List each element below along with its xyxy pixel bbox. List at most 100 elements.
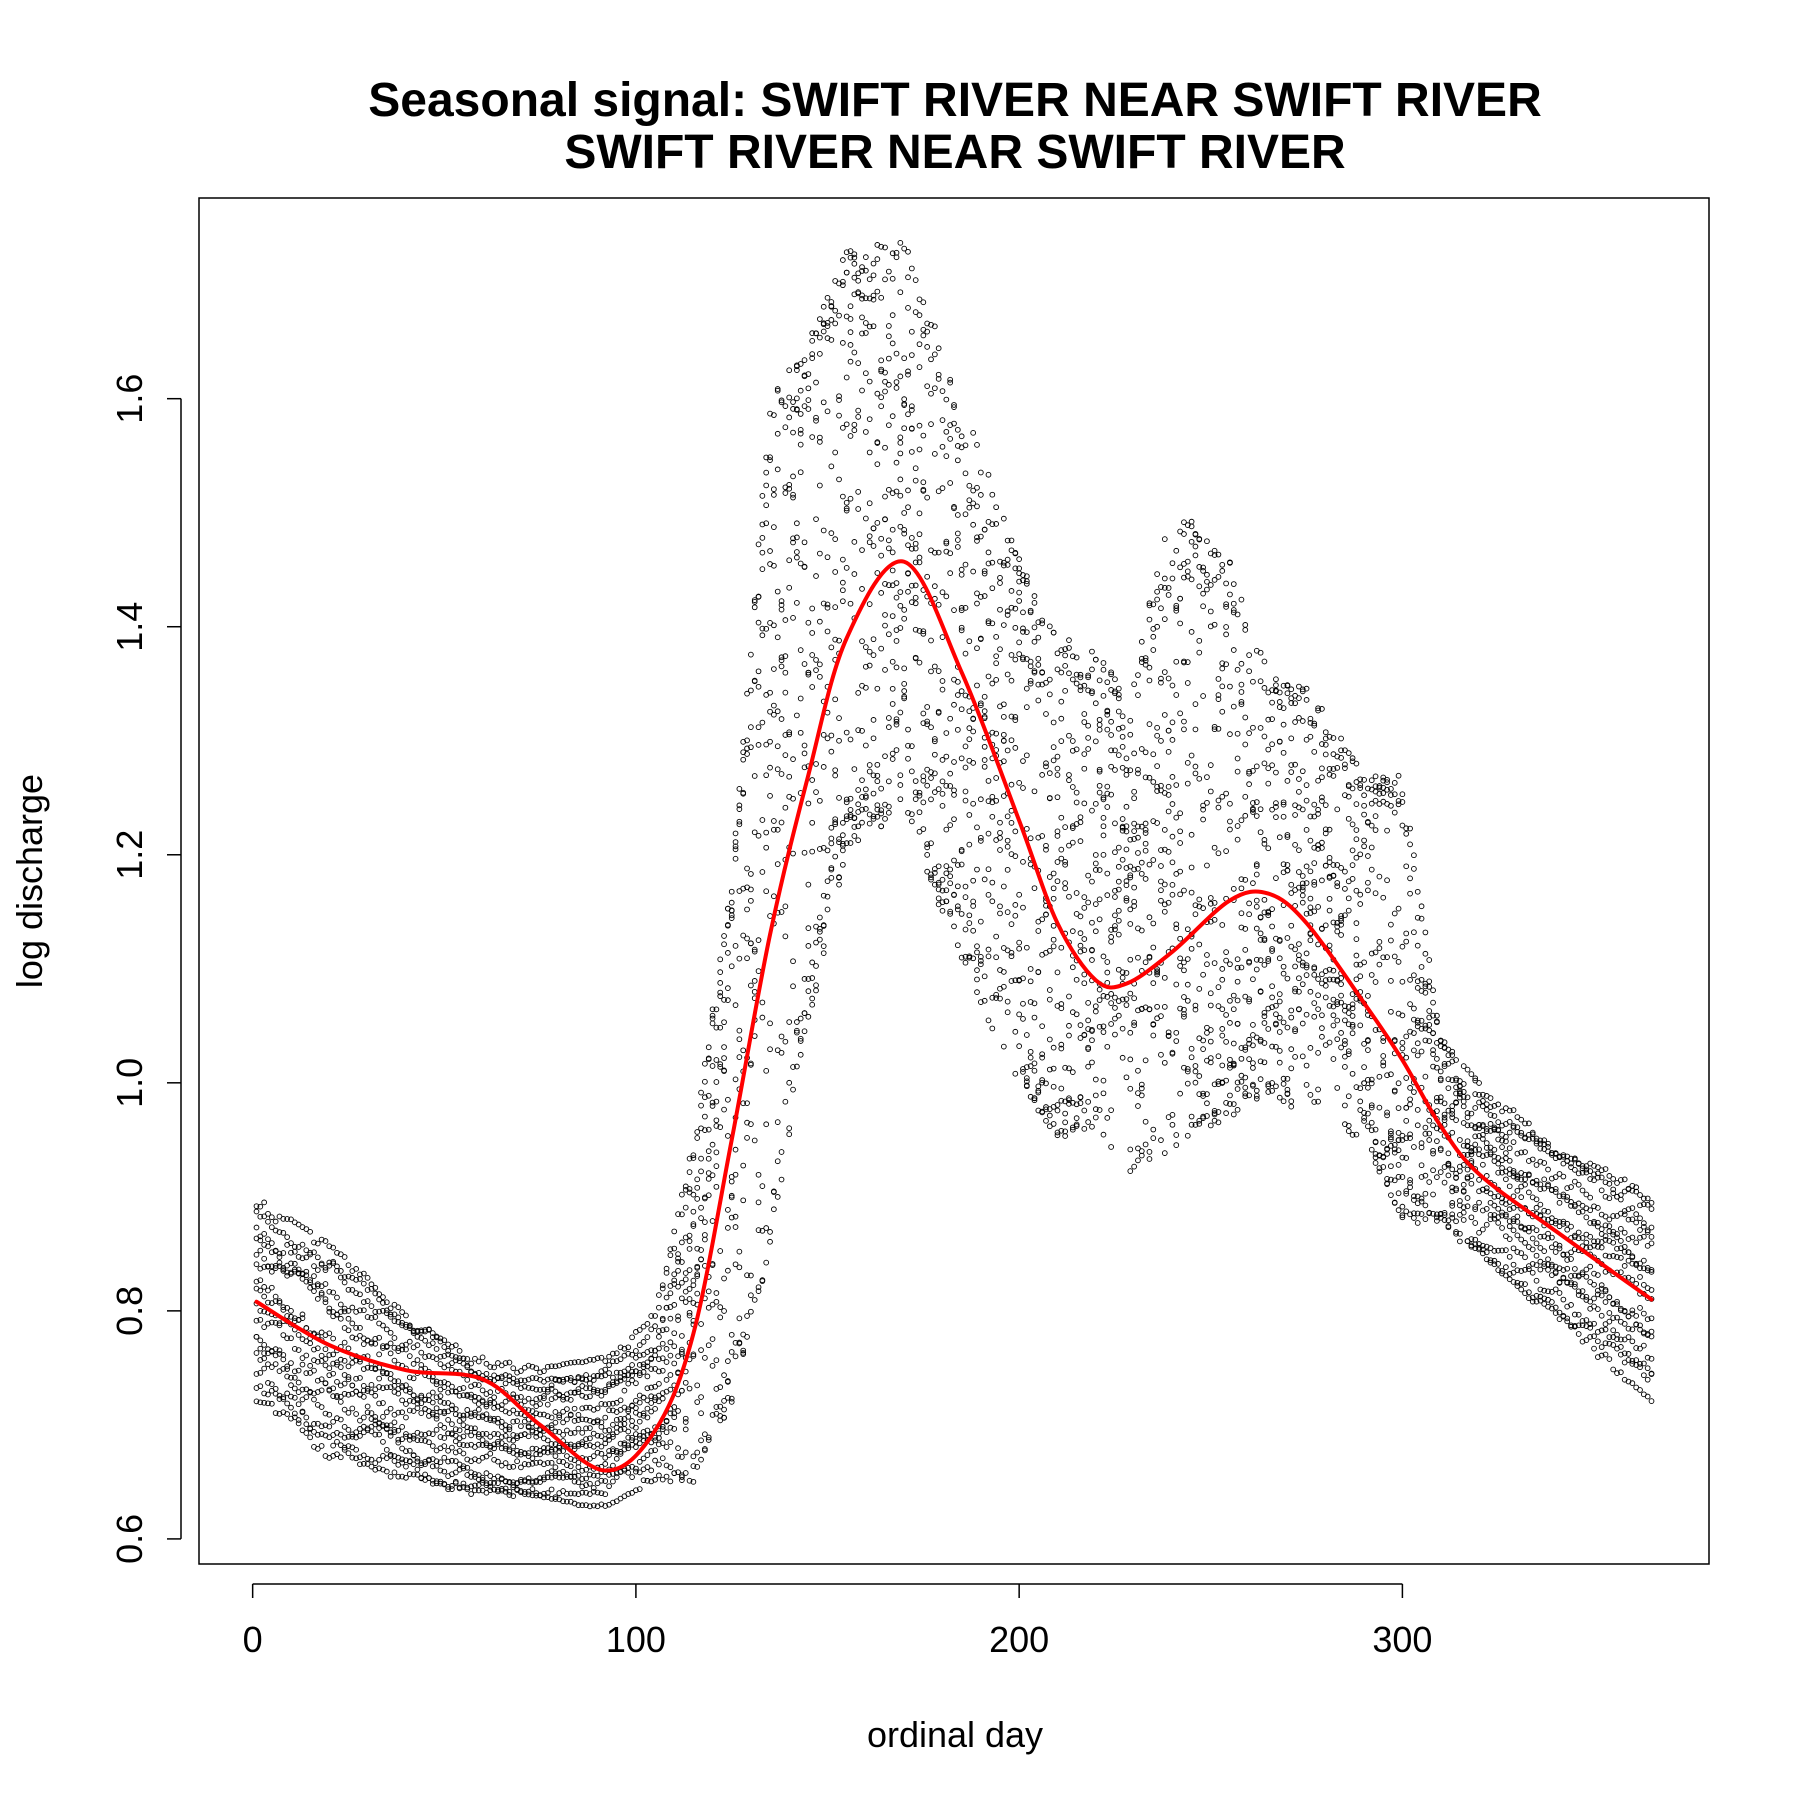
data-point <box>1311 844 1318 851</box>
data-point <box>671 1404 678 1410</box>
data-point <box>326 1330 333 1337</box>
data-point <box>1322 922 1329 929</box>
data-point <box>318 1329 325 1336</box>
data-point <box>1514 1174 1521 1180</box>
data-point <box>1054 833 1061 839</box>
data-point <box>1487 1112 1494 1118</box>
data-point <box>1602 1299 1609 1305</box>
data-point <box>1506 1183 1513 1190</box>
data-point <box>1591 1345 1597 1352</box>
data-point <box>709 1218 716 1224</box>
data-point <box>1119 996 1126 1003</box>
data-point <box>1027 678 1034 684</box>
data-point <box>920 826 927 832</box>
data-point <box>1380 1140 1387 1146</box>
data-point <box>1253 956 1260 963</box>
data-point <box>966 497 973 504</box>
data-point <box>372 1392 379 1399</box>
data-point <box>1131 750 1137 757</box>
data-point <box>1108 991 1114 997</box>
data-point <box>1138 870 1145 877</box>
data-point <box>882 622 888 629</box>
data-point <box>1430 1063 1436 1070</box>
data-point <box>1322 977 1329 984</box>
data-point <box>809 975 816 981</box>
data-point <box>1058 1127 1065 1134</box>
data-point <box>414 1357 421 1363</box>
data-point <box>713 1006 720 1013</box>
data-point <box>533 1477 540 1484</box>
data-point <box>1441 1212 1448 1218</box>
data-point <box>579 1483 586 1490</box>
data-point <box>1376 961 1383 968</box>
data-point <box>1146 861 1153 868</box>
data-point <box>1085 746 1091 752</box>
data-point <box>732 839 739 845</box>
data-point <box>1204 586 1210 593</box>
data-point <box>725 922 731 929</box>
data-point <box>633 1380 639 1387</box>
data-point <box>1169 881 1176 888</box>
data-point <box>862 684 869 691</box>
data-point <box>383 1384 390 1391</box>
data-point <box>1069 964 1076 971</box>
data-point <box>667 1339 674 1346</box>
data-point <box>498 1375 505 1382</box>
data-point <box>1284 935 1291 941</box>
data-point <box>1273 1083 1279 1090</box>
data-point <box>1039 1054 1046 1061</box>
data-point <box>268 1268 275 1275</box>
data-point <box>943 540 950 547</box>
data-point <box>349 1454 356 1461</box>
data-point <box>426 1439 432 1446</box>
data-point <box>433 1412 440 1419</box>
data-point <box>1016 976 1023 983</box>
data-point <box>1138 823 1145 830</box>
data-point <box>1058 1097 1065 1104</box>
data-point <box>1434 1098 1440 1105</box>
data-point <box>1253 871 1260 878</box>
data-point <box>725 1096 731 1103</box>
data-point <box>514 1433 520 1440</box>
data-point <box>786 1019 793 1025</box>
data-point <box>1227 800 1233 807</box>
data-point <box>1219 1026 1226 1032</box>
data-point <box>383 1426 390 1432</box>
data-point <box>1614 1331 1620 1338</box>
data-point <box>640 1455 647 1462</box>
data-point <box>805 619 812 626</box>
data-point <box>533 1446 540 1452</box>
data-point <box>1637 1361 1643 1367</box>
data-point <box>268 1240 275 1246</box>
data-point <box>1250 805 1256 812</box>
data-point <box>935 668 942 674</box>
data-point <box>1234 611 1241 618</box>
data-point <box>1242 1074 1249 1081</box>
data-point <box>740 1047 747 1054</box>
data-point <box>763 741 770 748</box>
data-point <box>809 351 816 357</box>
data-point <box>840 832 846 839</box>
data-point <box>874 288 881 295</box>
data-point <box>1556 1279 1563 1285</box>
data-point <box>345 1374 352 1380</box>
data-point <box>537 1451 543 1458</box>
data-point <box>862 786 869 793</box>
data-point <box>939 485 946 492</box>
data-point <box>1066 777 1072 784</box>
data-point <box>433 1415 440 1422</box>
data-point <box>1046 676 1053 683</box>
data-point <box>985 953 992 960</box>
data-point <box>817 618 823 625</box>
data-point <box>272 1247 279 1254</box>
data-point <box>583 1489 589 1496</box>
data-point <box>1257 1058 1264 1065</box>
data-point <box>993 797 1000 804</box>
data-point <box>483 1440 490 1447</box>
data-point <box>1376 1152 1383 1159</box>
data-point <box>345 1315 352 1322</box>
data-point <box>1073 654 1080 661</box>
data-point <box>1407 977 1413 983</box>
data-point <box>1388 1134 1394 1141</box>
data-point <box>629 1368 635 1375</box>
